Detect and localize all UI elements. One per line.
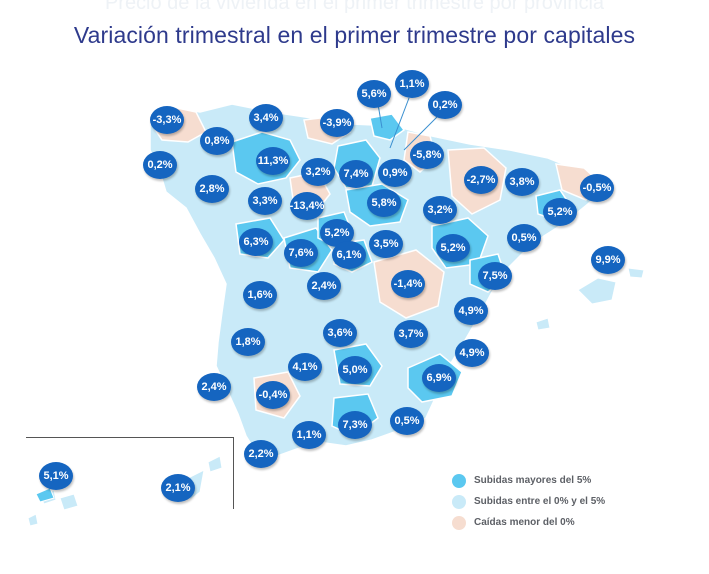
value-bubble: 7,3% bbox=[338, 411, 372, 439]
value-bubble: 1,1% bbox=[292, 421, 326, 449]
value-bubble: 5,8% bbox=[367, 189, 401, 217]
background-title: Precio de la vivienda en el primer trime… bbox=[104, 0, 605, 14]
value-bubble: 3,5% bbox=[369, 230, 403, 258]
value-bubble: 0,5% bbox=[390, 407, 424, 435]
ibiza-shape bbox=[535, 317, 551, 331]
value-bubble: 5,2% bbox=[543, 198, 577, 226]
value-bubble: 7,6% bbox=[284, 239, 318, 267]
legend-label: Caídas menor del 0% bbox=[474, 517, 575, 528]
value-bubble: 3,2% bbox=[423, 196, 457, 224]
value-bubble: 5,0% bbox=[338, 356, 372, 384]
legend-swatch-mid bbox=[452, 494, 466, 509]
value-bubble: 5,1% bbox=[39, 462, 73, 490]
canary-high-shape bbox=[35, 487, 55, 503]
value-bubble: 1,8% bbox=[231, 328, 265, 356]
leader-line bbox=[389, 97, 410, 149]
legend-label: Subidas entre el 0% y el 5% bbox=[474, 496, 606, 507]
value-bubble: 1,1% bbox=[395, 70, 429, 98]
value-bubble: -2,7% bbox=[464, 166, 498, 194]
value-bubble: 0,2% bbox=[143, 151, 177, 179]
value-bubble: 6,3% bbox=[239, 228, 273, 256]
value-bubble: -3,3% bbox=[150, 106, 184, 134]
value-bubble: 5,2% bbox=[436, 234, 470, 262]
value-bubble: 2,2% bbox=[244, 440, 278, 468]
leader-line bbox=[403, 113, 441, 151]
la-palma-shape bbox=[27, 513, 39, 527]
value-bubble: 0,5% bbox=[507, 224, 541, 252]
legend-swatch-low bbox=[452, 515, 466, 530]
value-bubble: -0,4% bbox=[256, 381, 290, 409]
canary-inset-frame-top bbox=[26, 437, 234, 438]
value-bubble: 6,9% bbox=[422, 364, 456, 392]
value-bubble: 3,4% bbox=[249, 104, 283, 132]
value-bubble: 2,8% bbox=[195, 175, 229, 203]
value-bubble: -13,4% bbox=[290, 192, 324, 220]
value-bubble: 7,5% bbox=[478, 262, 512, 290]
value-bubble: 0,2% bbox=[428, 91, 462, 119]
value-bubble: 0,9% bbox=[378, 159, 412, 187]
canary-inset-frame-side bbox=[233, 437, 234, 509]
value-bubble: 9,9% bbox=[591, 246, 625, 274]
leader-line bbox=[377, 103, 383, 129]
menorca-shape bbox=[627, 267, 645, 279]
value-bubble: 5,6% bbox=[357, 80, 391, 108]
value-bubble: 11,3% bbox=[256, 147, 290, 175]
map-title: Variación trimestral en el primer trimes… bbox=[73, 22, 636, 48]
value-bubble: 7,4% bbox=[339, 160, 373, 188]
legend-item-low: Caídas menor del 0% bbox=[452, 512, 605, 533]
value-bubble: 3,2% bbox=[301, 158, 335, 186]
value-bubble: 1,6% bbox=[243, 281, 277, 309]
value-bubble: 6,1% bbox=[332, 241, 366, 269]
value-bubble: 4,1% bbox=[288, 353, 322, 381]
value-bubble: 3,7% bbox=[394, 320, 428, 348]
value-bubble: 4,9% bbox=[455, 339, 489, 367]
value-bubble: 4,9% bbox=[454, 297, 488, 325]
legend-item-mid: Subidas entre el 0% y el 5% bbox=[452, 491, 605, 512]
value-bubble: 3,6% bbox=[323, 319, 357, 347]
value-bubble: -1,4% bbox=[391, 270, 425, 298]
legend-swatch-high bbox=[452, 473, 466, 488]
value-bubble: 3,8% bbox=[505, 168, 539, 196]
value-bubble: -5,8% bbox=[410, 141, 444, 169]
map-legend: Subidas mayores del 5% Subidas entre el … bbox=[452, 470, 605, 533]
legend-item-high: Subidas mayores del 5% bbox=[452, 470, 605, 491]
value-bubble: -3,9% bbox=[320, 109, 354, 137]
value-bubble: 3,3% bbox=[248, 187, 282, 215]
value-bubble: 0,8% bbox=[200, 127, 234, 155]
value-bubble: 2,1% bbox=[161, 474, 195, 502]
value-bubble: 2,4% bbox=[307, 272, 341, 300]
lanzarote-shape bbox=[207, 455, 223, 473]
legend-label: Subidas mayores del 5% bbox=[474, 475, 592, 486]
mallorca-shape bbox=[577, 277, 617, 305]
gran-canaria-shape bbox=[59, 493, 79, 511]
value-bubble: -0,5% bbox=[580, 174, 614, 202]
value-bubble: 2,4% bbox=[197, 373, 231, 401]
